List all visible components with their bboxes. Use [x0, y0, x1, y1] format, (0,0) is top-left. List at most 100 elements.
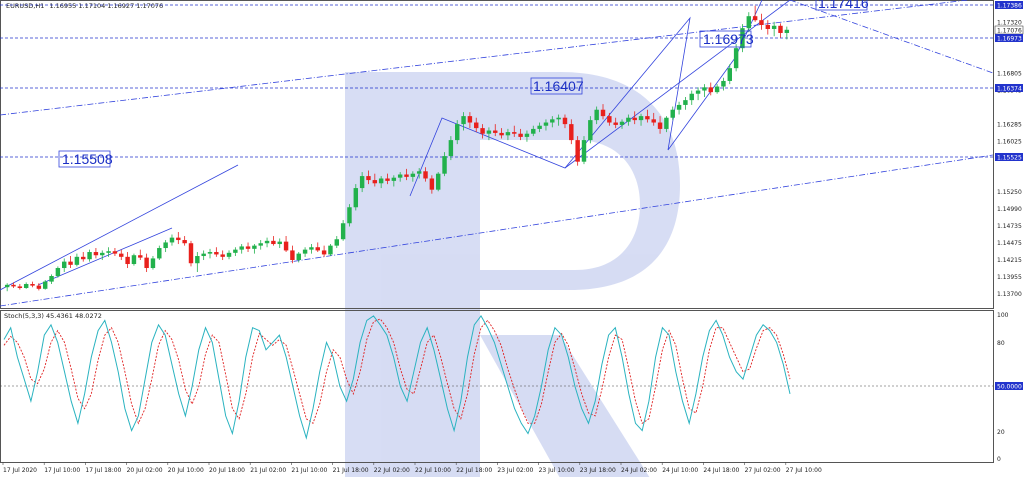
candle: [619, 119, 625, 129]
candle: [594, 106, 599, 125]
time-tick: 23 Jul 18:00: [580, 467, 616, 474]
candle-body: [125, 256, 130, 265]
time-tick: 23 Jul 10:00: [539, 467, 575, 474]
candle: [391, 175, 397, 187]
price-tick: 1.16805: [997, 70, 1022, 77]
candle-body: [638, 116, 644, 121]
candle-body: [752, 16, 758, 21]
candle: [309, 244, 314, 254]
rally-trend-line: [564, 0, 791, 169]
candle-body: [448, 140, 454, 157]
candle-body: [771, 25, 777, 29]
candle-body: [759, 20, 764, 25]
candle-body: [309, 247, 314, 250]
candle-body: [81, 256, 86, 260]
candle-body: [740, 28, 745, 49]
candle-body: [721, 80, 726, 87]
candle-body: [359, 176, 365, 189]
candle: [182, 236, 187, 246]
candle: [518, 128, 523, 141]
candle-body: [499, 132, 504, 136]
tag-116973-bg: [995, 34, 1023, 42]
candle: [264, 237, 270, 248]
candle: [372, 173, 378, 187]
candle-body: [746, 16, 752, 29]
candle-body: [670, 109, 675, 118]
candle-body: [366, 176, 371, 181]
candle: [87, 249, 92, 262]
candle-body: [505, 132, 511, 136]
early-trend-line-2: [37, 227, 173, 286]
candle: [30, 281, 35, 288]
candle-body: [17, 286, 23, 289]
candle: [695, 87, 701, 101]
candle-body: [575, 140, 580, 162]
candle-body: [283, 241, 289, 251]
price-tick: 1.14735: [997, 223, 1022, 230]
tag-117076: 1.17076: [997, 28, 1022, 35]
candle: [569, 119, 574, 145]
candle: [55, 266, 61, 278]
candle: [195, 252, 200, 273]
candle: [169, 234, 175, 246]
tag-117386: 1.17386: [997, 3, 1022, 10]
candle: [378, 176, 384, 189]
lower-channel-line: [0, 154, 994, 307]
candle: [283, 236, 289, 253]
candle: [575, 136, 580, 166]
candle: [784, 26, 790, 40]
candle: [454, 120, 460, 145]
candle-body: [264, 240, 270, 244]
candle: [600, 104, 606, 120]
label-116973-box: [699, 30, 752, 48]
candle-body: [632, 117, 637, 121]
candle: [233, 247, 238, 257]
candle-body: [4, 284, 10, 288]
time-tick: 20 Jul 10:00: [168, 467, 204, 474]
candle: [708, 82, 713, 96]
watermark-arrow-shape: [480, 335, 650, 477]
candle-body: [689, 93, 694, 101]
candle: [49, 274, 54, 285]
label-116407-box: [530, 77, 583, 95]
candle-body: [619, 121, 625, 125]
candle: [765, 20, 771, 35]
candle: [81, 252, 86, 262]
candle-body: [68, 261, 73, 265]
candle: [207, 248, 213, 259]
candle: [512, 125, 517, 137]
candle-body: [188, 243, 194, 264]
candle-body: [594, 109, 599, 121]
candle: [543, 119, 549, 131]
label-117416-box: [815, 0, 868, 11]
time-tick: 23 Jul 02:00: [497, 467, 533, 474]
candle-body: [100, 252, 105, 256]
stoch-pane-frame: [0, 310, 994, 463]
time-tick: 22 Jul 10:00: [415, 467, 451, 474]
candle-body: [385, 178, 390, 181]
stoch-axis: 100 80 50.0000 20 0: [995, 312, 1023, 463]
candle: [581, 136, 587, 165]
candle: [461, 112, 466, 131]
candle: [537, 122, 542, 133]
candle: [423, 167, 428, 182]
time-tick: 22 Jul 02:00: [374, 467, 410, 474]
candle-body: [429, 178, 435, 190]
candle: [385, 173, 390, 185]
candle: [664, 116, 669, 133]
candle-body: [207, 252, 213, 254]
candle-body: [486, 130, 492, 134]
candle: [657, 116, 663, 134]
candle: [144, 253, 149, 273]
candle-body: [581, 140, 587, 162]
candle: [315, 242, 320, 253]
candle-body: [233, 249, 238, 253]
time-tick: 27 Jul 10:00: [786, 467, 822, 474]
candle: [480, 124, 485, 139]
candle-body: [74, 256, 80, 265]
candle-body: [695, 90, 701, 94]
level-lines: [0, 4, 993, 158]
candle: [702, 84, 707, 97]
candle: [727, 64, 733, 85]
price-tick: 1.16025: [997, 138, 1022, 145]
